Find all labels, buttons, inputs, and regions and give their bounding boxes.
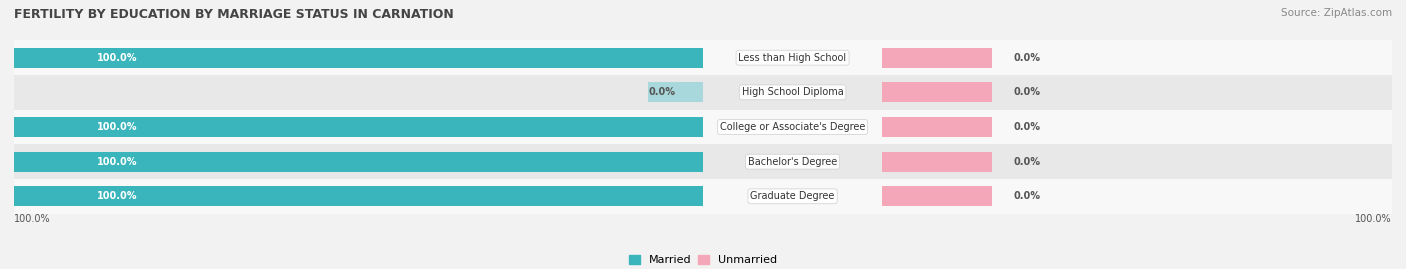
Bar <box>882 117 993 137</box>
Text: Source: ZipAtlas.com: Source: ZipAtlas.com <box>1281 8 1392 18</box>
Text: 0.0%: 0.0% <box>1014 191 1040 201</box>
Text: 100.0%: 100.0% <box>97 191 138 201</box>
Bar <box>14 110 1392 144</box>
Legend: Married, Unmarried: Married, Unmarried <box>630 255 776 266</box>
Text: Bachelor's Degree: Bachelor's Degree <box>748 157 837 167</box>
Bar <box>14 186 703 206</box>
Bar <box>14 117 703 137</box>
Bar <box>882 48 993 68</box>
Text: 100.0%: 100.0% <box>97 157 138 167</box>
Bar <box>14 75 1392 110</box>
Text: 0.0%: 0.0% <box>648 87 675 97</box>
Bar <box>14 48 703 68</box>
Bar <box>648 82 703 102</box>
Text: 0.0%: 0.0% <box>1014 122 1040 132</box>
Bar <box>14 179 1392 214</box>
Text: 100.0%: 100.0% <box>97 53 138 63</box>
Text: 0.0%: 0.0% <box>1014 87 1040 97</box>
Bar <box>14 40 1392 75</box>
Text: 100.0%: 100.0% <box>1355 214 1392 224</box>
Bar <box>882 82 993 102</box>
Text: 0.0%: 0.0% <box>1014 157 1040 167</box>
Bar <box>14 144 1392 179</box>
Bar <box>882 186 993 206</box>
Text: 0.0%: 0.0% <box>1014 53 1040 63</box>
Text: Graduate Degree: Graduate Degree <box>751 191 835 201</box>
Text: High School Diploma: High School Diploma <box>742 87 844 97</box>
Text: Less than High School: Less than High School <box>738 53 846 63</box>
Text: FERTILITY BY EDUCATION BY MARRIAGE STATUS IN CARNATION: FERTILITY BY EDUCATION BY MARRIAGE STATU… <box>14 8 454 21</box>
Bar <box>882 152 993 172</box>
Text: 100.0%: 100.0% <box>97 122 138 132</box>
Text: College or Associate's Degree: College or Associate's Degree <box>720 122 865 132</box>
Text: 100.0%: 100.0% <box>14 214 51 224</box>
Bar <box>14 152 703 172</box>
